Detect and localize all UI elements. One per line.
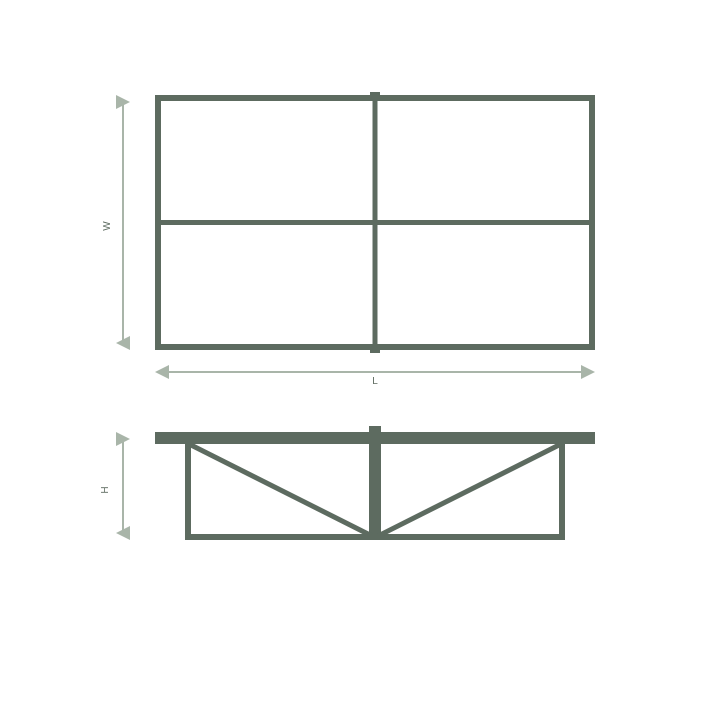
top-view-dim-width-label: L — [372, 376, 378, 387]
top-view-top-marker — [370, 92, 380, 98]
side-view-right-leg — [559, 444, 565, 540]
side-view-dim-height-label: H — [100, 486, 111, 493]
top-view-dim-height-label: W — [102, 221, 113, 231]
side-view-left-leg — [185, 444, 191, 540]
side-view-center-post — [369, 426, 381, 540]
top-view-bottom-marker — [370, 347, 380, 353]
